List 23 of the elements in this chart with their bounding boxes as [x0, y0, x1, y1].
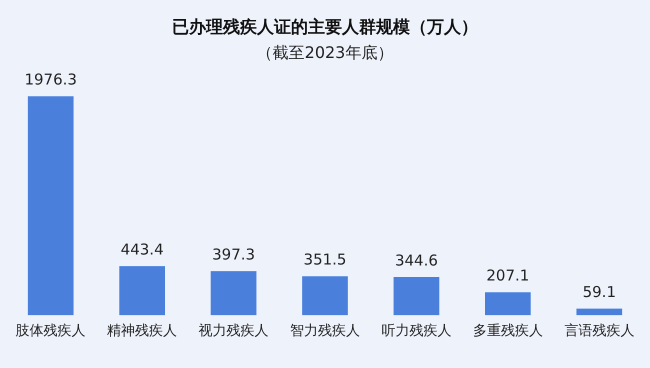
x-tick-label: 多重残疾人 [472, 323, 543, 340]
bar [119, 266, 165, 316]
x-tick-label: 肢体残疾人 [16, 323, 86, 340]
bar [576, 308, 622, 316]
data-label: 59.1 [582, 283, 616, 302]
x-tick-label: 听力残疾人 [381, 323, 452, 340]
bar [394, 277, 440, 316]
x-tick-label: 精神残疾人 [107, 323, 178, 340]
data-label: 207.1 [486, 266, 530, 285]
bar [485, 292, 531, 316]
bar [302, 276, 348, 316]
x-tick-label: 视力残疾人 [198, 323, 269, 340]
data-label: 443.4 [120, 240, 164, 258]
chart-subtitle: （截至2023年底） [256, 43, 394, 62]
data-label: 344.6 [394, 251, 438, 270]
data-label: 1976.3 [24, 70, 77, 89]
x-tick-label: 智力残疾人 [290, 323, 360, 340]
x-tick-label: 言语残疾人 [564, 323, 634, 340]
chart-title: 已办理残疾人证的主要人群规模（万人） [172, 18, 478, 38]
data-label: 397.3 [212, 246, 256, 264]
bar [28, 96, 74, 316]
data-label: 351.5 [304, 250, 346, 269]
bar [210, 271, 256, 316]
